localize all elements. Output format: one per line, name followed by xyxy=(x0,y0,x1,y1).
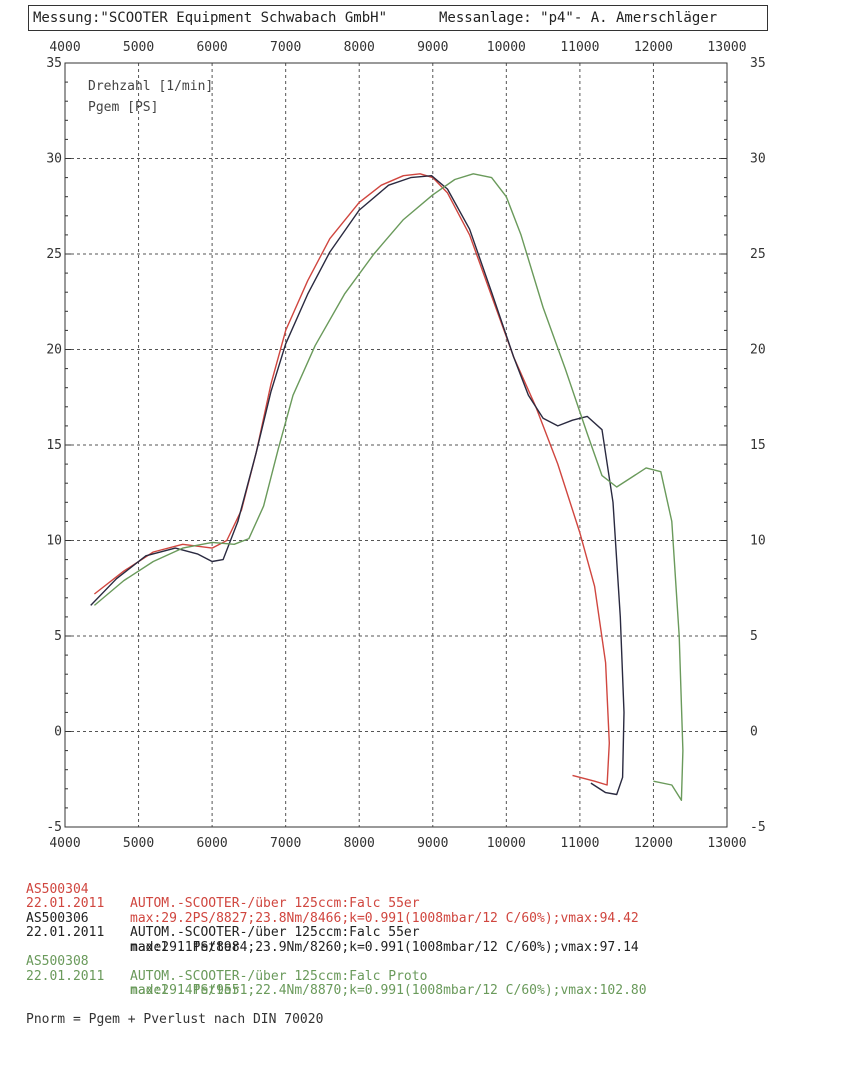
x-tick-label-bottom: 6000 xyxy=(196,836,227,851)
y-tick-label-left: 10 xyxy=(46,534,62,549)
y-tick-label-left: 20 xyxy=(46,343,62,358)
series-line-AS500306 xyxy=(90,175,625,796)
legend-id: AS500308 xyxy=(26,954,89,969)
x-tick-label-bottom: 8000 xyxy=(344,836,375,851)
y-tick-label-left: 0 xyxy=(54,725,62,740)
y-tick-label-right: 20 xyxy=(750,343,766,358)
x-tick-label-bottom: 4000 xyxy=(49,836,80,851)
legend-row: 22.01.2011 max:29.2PS/8827;23.8Nm/8466;k… xyxy=(26,883,639,925)
y-tick-label-left: 25 xyxy=(46,247,62,262)
legend-max: max:29.1PS/8984;23.9Nm/8260;k=0.991(1008… xyxy=(130,939,639,955)
legend-note: nadel 1 fetter xyxy=(130,983,240,998)
footnote: Pnorm = Pgem + Pverlust nach DIN 70020 xyxy=(26,1012,324,1027)
legend-row: nadel 1 fetter xyxy=(26,926,240,954)
x-tick-label-top: 9000 xyxy=(417,40,448,55)
y-tick-label-right: 5 xyxy=(750,629,758,644)
legend: AS500304 AUTOM.-SCOOTER-/über 125ccm:Fal… xyxy=(26,868,647,998)
y-tick-label-right: 10 xyxy=(750,534,766,549)
y-tick-label-right: -5 xyxy=(750,820,766,835)
legend-max: max:29.2PS/8827;23.8Nm/8466;k=0.991(1008… xyxy=(130,910,639,926)
x-tick-label-top: 13000 xyxy=(707,40,746,55)
legend-row: 22.01.2011 max:29.4PS/9551;22.4Nm/8870;k… xyxy=(26,955,647,998)
x-tick-label-bottom: 10000 xyxy=(487,836,526,851)
y-tick-label-right: 30 xyxy=(750,152,766,167)
y-tick-label-left: 5 xyxy=(54,629,62,644)
axis-label-power: Pgem [PS] xyxy=(88,100,158,115)
x-tick-label-top: 4000 xyxy=(49,40,80,55)
x-tick-label-bottom: 12000 xyxy=(634,836,673,851)
y-tick-label-right: 35 xyxy=(750,56,766,71)
y-tick-label-left: 35 xyxy=(46,56,62,71)
x-tick-label-top: 6000 xyxy=(196,40,227,55)
y-tick-label-right: 0 xyxy=(750,725,758,740)
x-tick-label-top: 12000 xyxy=(634,40,673,55)
legend-id: AS500304 xyxy=(26,881,89,897)
legend-row: nadel 1 fetter xyxy=(26,970,240,997)
x-tick-label-top: 8000 xyxy=(344,40,375,55)
legend-row: 22.01.2011 max:29.1PS/8984;23.9Nm/8260;k… xyxy=(26,912,639,954)
legend-date: 22.01.2011 xyxy=(26,925,105,940)
legend-max: max:29.4PS/9551;22.4Nm/8870;k=0.991(1008… xyxy=(130,983,647,998)
axis-ticks: 4000 4000 5000 5000 6000 6000 7000 7000 8000 8000… xyxy=(46,40,765,851)
y-tick-label-left: 30 xyxy=(46,152,62,167)
y-tick-label-left: -5 xyxy=(46,820,62,835)
legend-vehicle: AUTOM.-SCOOTER-/über 125ccm:Falc 55er xyxy=(130,925,420,940)
chart-grid xyxy=(65,63,727,827)
x-tick-label-top: 10000 xyxy=(487,40,526,55)
x-tick-label-top: 5000 xyxy=(123,40,154,55)
legend-row: AS500306 AUTOM.-SCOOTER-/über 125ccm:Fal… xyxy=(26,897,420,940)
measurement-title: Messung:"SCOOTER Equipment Schwabach Gmb… xyxy=(33,10,388,26)
legend-id: AS500306 xyxy=(26,910,89,926)
legend-date: 22.01.2011 xyxy=(26,896,105,911)
x-tick-label-bottom: 5000 xyxy=(123,836,154,851)
legend-row: AS500308 AUTOM.-SCOOTER-/über 125ccm:Fal… xyxy=(26,941,427,983)
legend-vehicle: AUTOM.-SCOOTER-/über 125ccm:Falc 55er xyxy=(130,896,420,911)
measurement-header: Messung:"SCOOTER Equipment Schwabach Gmb… xyxy=(28,5,768,31)
y-tick-label-right: 25 xyxy=(750,247,766,262)
x-tick-label-top: 7000 xyxy=(270,40,301,55)
station-title: Messanlage: "p4"- A. Amerschläger xyxy=(439,10,718,26)
series-line-AS500308 xyxy=(93,173,684,801)
axis-label-rpm: Drehzahl [1/min] xyxy=(88,79,213,94)
series-line-AS500304 xyxy=(93,173,610,786)
legend-note: nadel 1 fetter xyxy=(130,939,240,955)
x-tick-label-bottom: 13000 xyxy=(707,836,746,851)
x-tick-label-bottom: 11000 xyxy=(560,836,599,851)
chart-series xyxy=(90,173,684,801)
legend-date: 22.01.2011 xyxy=(26,968,105,984)
x-tick-label-bottom: 9000 xyxy=(417,836,448,851)
y-tick-label-right: 15 xyxy=(750,438,766,453)
x-tick-label-bottom: 7000 xyxy=(270,836,301,851)
y-tick-label-left: 15 xyxy=(46,438,62,453)
x-tick-label-top: 11000 xyxy=(560,40,599,55)
legend-row: AS500304 AUTOM.-SCOOTER-/über 125ccm:Fal… xyxy=(26,868,420,911)
legend-vehicle: AUTOM.-SCOOTER-/über 125ccm:Falc Proto xyxy=(130,968,428,984)
